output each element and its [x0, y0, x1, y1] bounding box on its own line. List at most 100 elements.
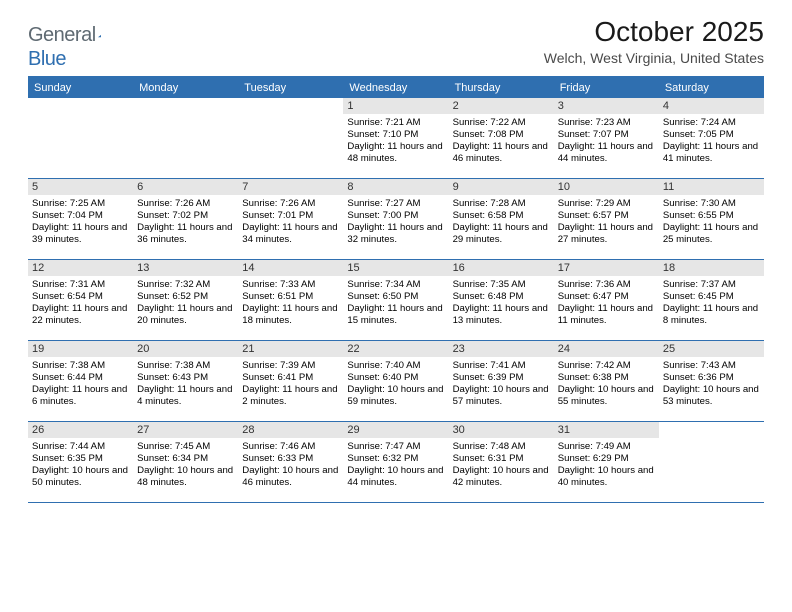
sunrise-line: Sunrise: 7:36 AM [558, 279, 655, 291]
sunset-line: Sunset: 6:50 PM [347, 291, 444, 303]
sunset-line: Sunset: 7:05 PM [663, 129, 760, 141]
day-cell: 12Sunrise: 7:31 AMSunset: 6:54 PMDayligh… [28, 260, 133, 340]
date-bar: 10 [554, 179, 659, 195]
sunrise-line: Sunrise: 7:26 AM [242, 198, 339, 210]
day-cell: 19Sunrise: 7:38 AMSunset: 6:44 PMDayligh… [28, 341, 133, 421]
sunset-line: Sunset: 7:08 PM [453, 129, 550, 141]
date-bar: 4 [659, 98, 764, 114]
day-header: Wednesday [343, 78, 448, 98]
sunrise-line: Sunrise: 7:33 AM [242, 279, 339, 291]
day-cell: 1Sunrise: 7:21 AMSunset: 7:10 PMDaylight… [343, 98, 448, 178]
day-cell: 30Sunrise: 7:48 AMSunset: 6:31 PMDayligh… [449, 422, 554, 502]
day-header: Friday [554, 78, 659, 98]
day-cell: 28Sunrise: 7:46 AMSunset: 6:33 PMDayligh… [238, 422, 343, 502]
day-cell: 10Sunrise: 7:29 AMSunset: 6:57 PMDayligh… [554, 179, 659, 259]
date-bar: 30 [449, 422, 554, 438]
day-cell: 14Sunrise: 7:33 AMSunset: 6:51 PMDayligh… [238, 260, 343, 340]
day-cell: 18Sunrise: 7:37 AMSunset: 6:45 PMDayligh… [659, 260, 764, 340]
sunset-line: Sunset: 6:43 PM [137, 372, 234, 384]
day-header: Sunday [28, 78, 133, 98]
day-cell: 25Sunrise: 7:43 AMSunset: 6:36 PMDayligh… [659, 341, 764, 421]
daylight-line: Daylight: 11 hours and 41 minutes. [663, 141, 760, 165]
title-block: October 2025 Welch, West Virginia, Unite… [544, 16, 764, 66]
week-row: 1Sunrise: 7:21 AMSunset: 7:10 PMDaylight… [28, 98, 764, 179]
sunrise-line: Sunrise: 7:38 AM [137, 360, 234, 372]
sunset-line: Sunset: 7:07 PM [558, 129, 655, 141]
sunrise-line: Sunrise: 7:28 AM [453, 198, 550, 210]
daylight-line: Daylight: 11 hours and 15 minutes. [347, 303, 444, 327]
day-cell: 23Sunrise: 7:41 AMSunset: 6:39 PMDayligh… [449, 341, 554, 421]
sunrise-line: Sunrise: 7:31 AM [32, 279, 129, 291]
day-cell [28, 98, 133, 178]
logo-text-blue: Blue [28, 48, 66, 70]
sunrise-line: Sunrise: 7:38 AM [32, 360, 129, 372]
sunset-line: Sunset: 7:10 PM [347, 129, 444, 141]
date-bar: 16 [449, 260, 554, 276]
sunrise-line: Sunrise: 7:30 AM [663, 198, 760, 210]
date-bar: 1 [343, 98, 448, 114]
sunrise-line: Sunrise: 7:39 AM [242, 360, 339, 372]
sunset-line: Sunset: 6:38 PM [558, 372, 655, 384]
day-cell: 20Sunrise: 7:38 AMSunset: 6:43 PMDayligh… [133, 341, 238, 421]
daylight-line: Daylight: 11 hours and 36 minutes. [137, 222, 234, 246]
daylight-line: Daylight: 11 hours and 6 minutes. [32, 384, 129, 408]
sunrise-line: Sunrise: 7:25 AM [32, 198, 129, 210]
sunrise-line: Sunrise: 7:22 AM [453, 117, 550, 129]
daylight-line: Daylight: 11 hours and 32 minutes. [347, 222, 444, 246]
weeks-container: 1Sunrise: 7:21 AMSunset: 7:10 PMDaylight… [28, 98, 764, 503]
sunset-line: Sunset: 6:48 PM [453, 291, 550, 303]
sunrise-line: Sunrise: 7:44 AM [32, 441, 129, 453]
sunrise-line: Sunrise: 7:26 AM [137, 198, 234, 210]
sunset-line: Sunset: 6:33 PM [242, 453, 339, 465]
day-header: Monday [133, 78, 238, 98]
date-bar: 25 [659, 341, 764, 357]
sunset-line: Sunset: 7:01 PM [242, 210, 339, 222]
day-cell: 31Sunrise: 7:49 AMSunset: 6:29 PMDayligh… [554, 422, 659, 502]
logo-text-general: General [28, 24, 96, 47]
sunset-line: Sunset: 6:40 PM [347, 372, 444, 384]
sunset-line: Sunset: 6:35 PM [32, 453, 129, 465]
sunrise-line: Sunrise: 7:27 AM [347, 198, 444, 210]
date-bar: 21 [238, 341, 343, 357]
day-cell: 16Sunrise: 7:35 AMSunset: 6:48 PMDayligh… [449, 260, 554, 340]
date-bar: 14 [238, 260, 343, 276]
daylight-line: Daylight: 11 hours and 34 minutes. [242, 222, 339, 246]
date-bar: 24 [554, 341, 659, 357]
sunset-line: Sunset: 6:44 PM [32, 372, 129, 384]
sunrise-line: Sunrise: 7:46 AM [242, 441, 339, 453]
date-bar: 31 [554, 422, 659, 438]
date-bar: 12 [28, 260, 133, 276]
date-bar: 15 [343, 260, 448, 276]
sunrise-line: Sunrise: 7:41 AM [453, 360, 550, 372]
date-bar: 27 [133, 422, 238, 438]
sunset-line: Sunset: 6:58 PM [453, 210, 550, 222]
date-bar: 5 [28, 179, 133, 195]
day-cell: 26Sunrise: 7:44 AMSunset: 6:35 PMDayligh… [28, 422, 133, 502]
sunset-line: Sunset: 6:57 PM [558, 210, 655, 222]
daylight-line: Daylight: 10 hours and 57 minutes. [453, 384, 550, 408]
logo: General [28, 24, 116, 47]
date-bar: 6 [133, 179, 238, 195]
day-cell: 22Sunrise: 7:40 AMSunset: 6:40 PMDayligh… [343, 341, 448, 421]
header: General October 2025 Welch, West Virgini… [0, 0, 792, 66]
sunset-line: Sunset: 6:31 PM [453, 453, 550, 465]
sunset-line: Sunset: 6:32 PM [347, 453, 444, 465]
date-bar: 11 [659, 179, 764, 195]
daylight-line: Daylight: 10 hours and 59 minutes. [347, 384, 444, 408]
sunrise-line: Sunrise: 7:34 AM [347, 279, 444, 291]
daylight-line: Daylight: 10 hours and 55 minutes. [558, 384, 655, 408]
daylight-line: Daylight: 11 hours and 18 minutes. [242, 303, 339, 327]
daylight-line: Daylight: 10 hours and 46 minutes. [242, 465, 339, 489]
daylight-line: Daylight: 10 hours and 48 minutes. [137, 465, 234, 489]
daylight-line: Daylight: 11 hours and 20 minutes. [137, 303, 234, 327]
date-bar: 18 [659, 260, 764, 276]
day-cell: 11Sunrise: 7:30 AMSunset: 6:55 PMDayligh… [659, 179, 764, 259]
daylight-line: Daylight: 10 hours and 40 minutes. [558, 465, 655, 489]
sunrise-line: Sunrise: 7:43 AM [663, 360, 760, 372]
date-bar: 17 [554, 260, 659, 276]
date-bar: 9 [449, 179, 554, 195]
sunset-line: Sunset: 6:36 PM [663, 372, 760, 384]
sunset-line: Sunset: 6:34 PM [137, 453, 234, 465]
day-header: Tuesday [238, 78, 343, 98]
sunrise-line: Sunrise: 7:48 AM [453, 441, 550, 453]
